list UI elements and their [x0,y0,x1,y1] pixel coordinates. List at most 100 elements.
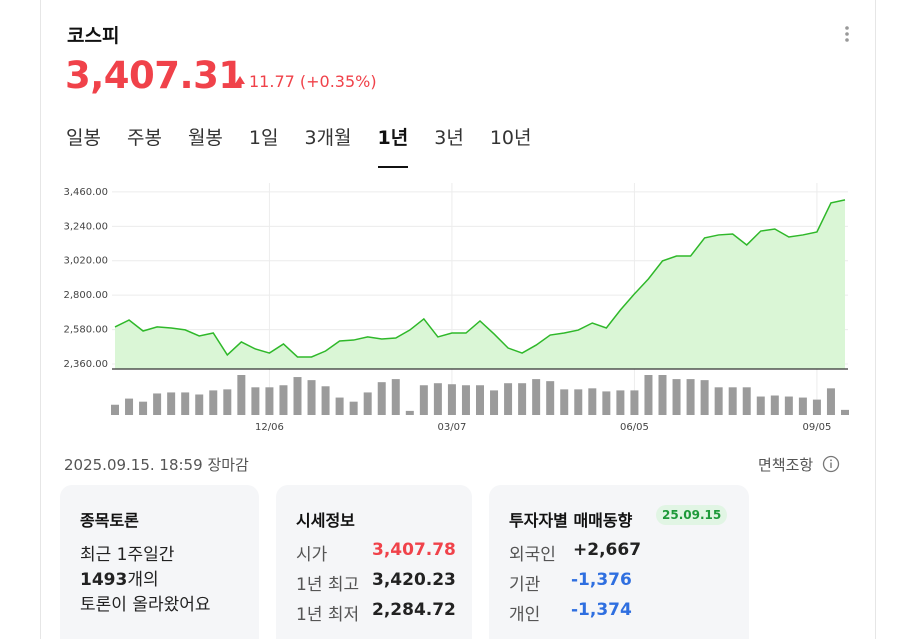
volume-bar [321,386,330,415]
period-tab[interactable]: 1일 [248,127,279,149]
volume-bar [279,385,288,415]
date-badge: 25.09.15 [656,505,728,525]
period-tabs: 일봉 주봉 월봉 1일 3개월 1년 3년 10년 [66,123,558,168]
text-line: 토론이 올라왔어요 [80,595,211,615]
period-tab[interactable]: 3개월 [304,127,352,149]
volume-bar [377,382,386,415]
title: 코스피 [67,25,120,47]
volume-bar [602,391,611,415]
volume-bar [742,387,751,415]
count-suffix: 개의 [127,570,159,590]
info-icon [822,455,840,473]
quote-label: 1년 최저 [296,605,360,625]
volume-bar [209,390,218,415]
quote-value: 3,407.78 [372,540,456,560]
timestamp: 2025.09.15. 18:59 [64,456,203,474]
volume-bar [812,399,821,415]
investor-label: 개인 [509,605,541,625]
volume-bar [616,390,625,415]
price: 3,407.31 [65,54,244,97]
volume-bar [630,390,639,415]
disclaimer[interactable]: 면책조항 [758,454,840,475]
volume-bar [714,387,723,415]
volume-bar [658,375,667,415]
investor-card[interactable]: 투자자별 매매동향 25.09.15 외국인 +2,667 기관 -1,376 개인 -1… [489,485,749,639]
volume-bar [476,385,484,415]
quote-value: 2,284.72 [372,600,456,620]
volume-bar [111,404,119,415]
volume-bar [798,397,807,415]
quote-label: 시가 [296,545,328,565]
text-line: 1493개의 [80,565,159,590]
volume-bar [546,381,555,415]
volume-bar [405,410,414,415]
volume-bar [167,392,176,415]
y-tick-label: 2,800.00 [63,290,108,301]
text-line: 최근 1주일간 [80,545,175,565]
volume-bar [419,385,428,415]
volume-bar [223,389,232,415]
volume-bar [349,401,358,415]
period-tab[interactable]: 일봉 [66,127,101,149]
more-menu[interactable] [842,25,852,43]
investor-label: 외국인 [509,545,556,565]
disclaimer-text: 면책조항 [758,456,814,474]
volume-bar [251,387,260,415]
volume-bar [237,375,246,415]
volume-bar [700,380,709,415]
volume-bar [841,409,849,415]
area [115,199,845,369]
quote-value: 3,420.23 [372,570,456,590]
up-arrow [235,76,245,84]
discussion-card[interactable]: 종목토론 최근 1주일간 1493개의 토론이 올라왔어요 [60,485,259,639]
volume-bar [461,385,470,415]
y-tick-label: 3,240.00 [63,221,108,232]
volume-bar [153,393,162,415]
card-title: 시세정보 [296,511,355,530]
volume-bar [770,395,779,415]
volume-bar [139,401,148,415]
volume-bar [447,384,456,415]
volume-bar [574,389,583,415]
chart: 2,360.00 2,580.00 2,800.00 3,020.00 3,240.00… [63,183,849,433]
quote-label: 1년 최고 [296,575,360,595]
volume-bar [588,388,597,415]
period-tab[interactable]: 10년 [489,127,532,149]
volume-bar [490,390,499,415]
period-tab[interactable]: 1년 [377,123,408,168]
volume-bar [307,380,316,415]
volume-bar [504,383,513,415]
market-status: 장마감 [207,456,249,474]
investor-value: +2,667 [573,540,642,560]
volume-bar [433,383,442,415]
line [114,199,846,358]
y-tick-label: 3,460.00 [63,187,108,198]
period-tab[interactable]: 3년 [434,127,464,149]
price-change: 11.77 (+0.35%) [249,72,377,91]
volume-bar [532,379,541,415]
volume-bar [125,398,134,415]
x-tick-label: 03/07 [438,422,467,433]
quote-card[interactable]: 시세정보 시가 3,407.78 1년 최고 3,420.23 1년 최저 2,284.7… [276,485,472,639]
volume-bar [181,392,190,415]
y-tick-label: 3,020.00 [63,256,108,267]
volume-bar [686,379,695,415]
volume-bar [195,394,204,415]
volume-bar [363,392,372,415]
volume-bar [672,379,681,415]
investor-value: -1,376 [571,570,632,590]
volume-bar [756,396,765,415]
investor-value: -1,374 [571,600,632,620]
timestamp-row: 2025.09.15. 18:59 장마감 [64,454,249,475]
volume-bar [293,377,302,415]
period-tab[interactable]: 월봉 [187,127,223,149]
volume-bar [644,375,653,415]
period-tab[interactable]: 주봉 [126,127,162,149]
y-tick-label: 2,580.00 [63,325,108,336]
volume-bar [391,379,400,415]
volume-bar [728,387,737,415]
x-tick-label: 06/05 [620,422,649,433]
y-tick-label: 2,360.00 [63,359,108,370]
count: 1493 [80,570,128,590]
